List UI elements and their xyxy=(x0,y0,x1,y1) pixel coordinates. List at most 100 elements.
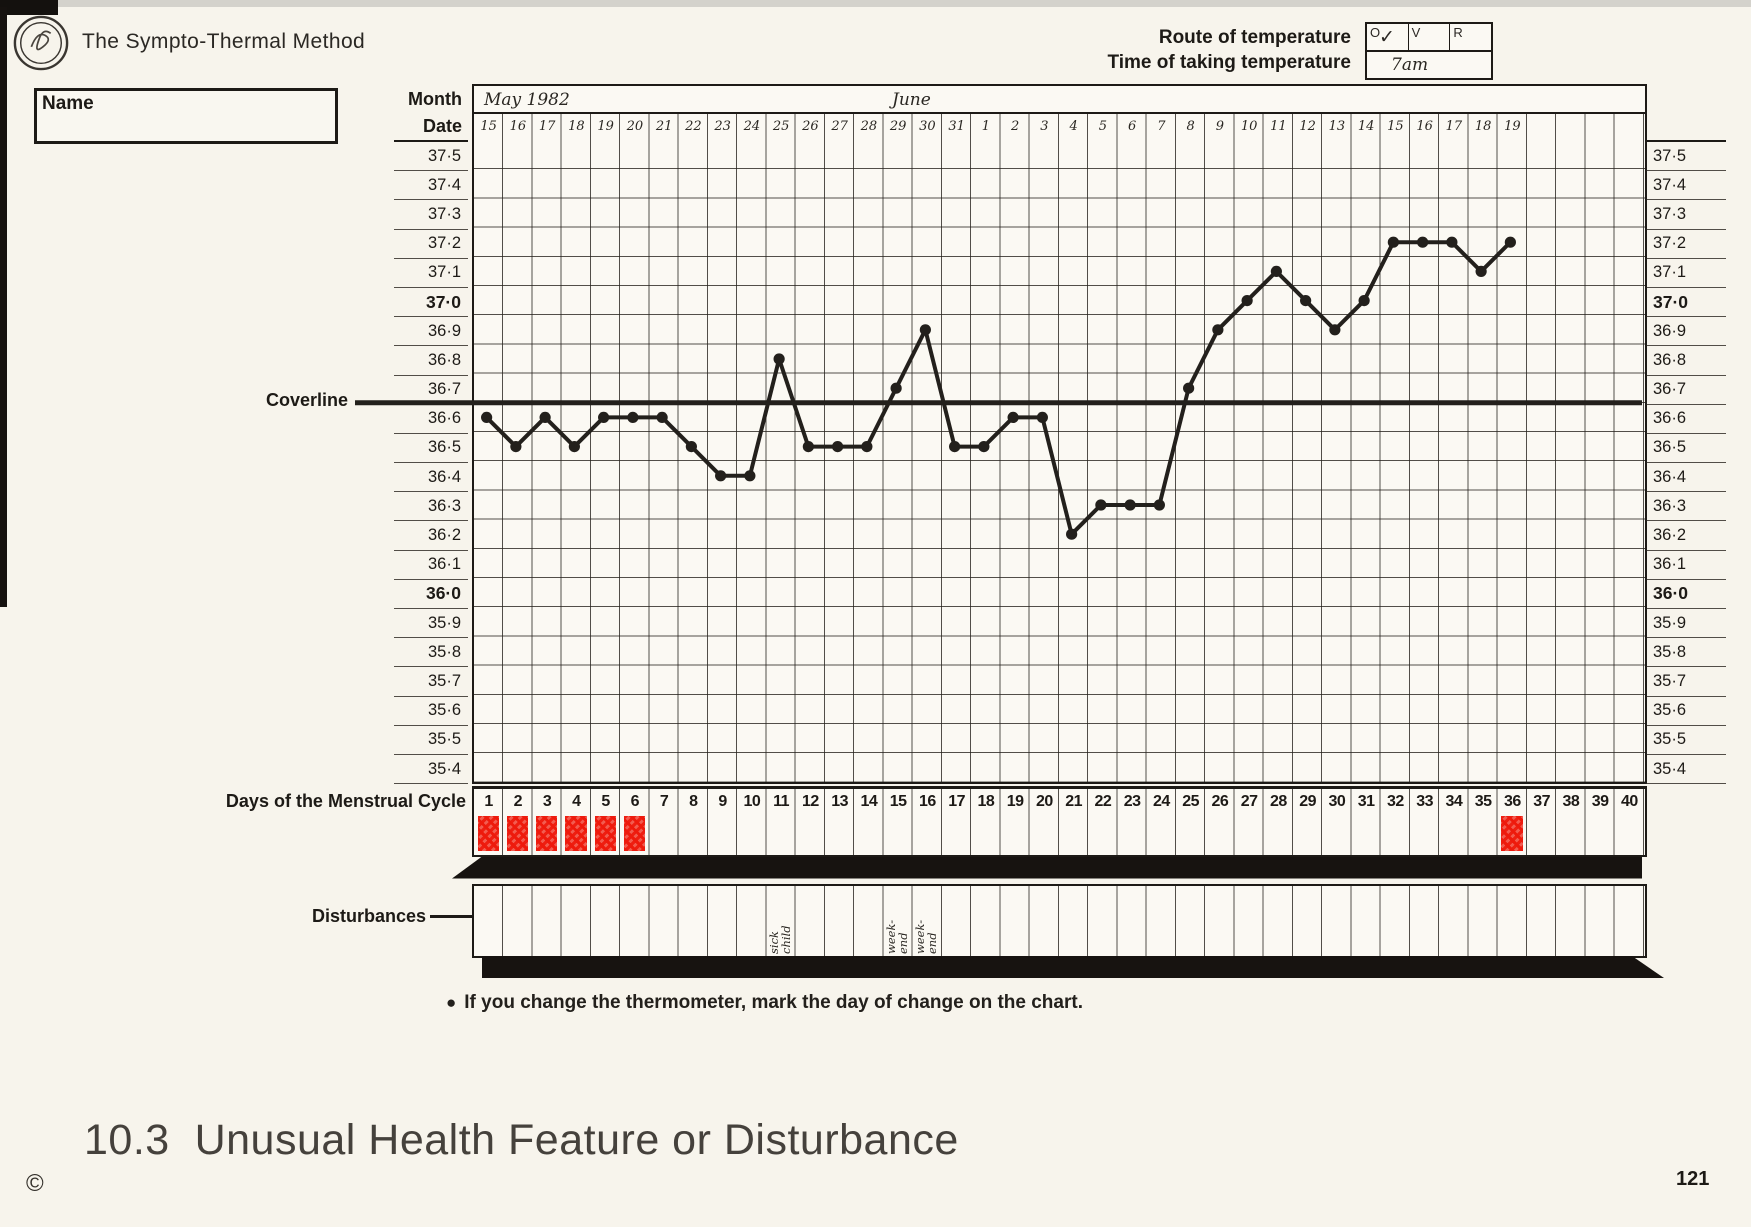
date-cell: 26 xyxy=(802,119,819,134)
y-tick-label: 37·2 xyxy=(394,230,468,259)
y-tick-label: 35·8 xyxy=(1646,638,1726,668)
route-box: O ✓ V R 7am xyxy=(1365,22,1493,80)
date-cell: 18 xyxy=(1474,119,1492,134)
y-tick-label: 35·7 xyxy=(1646,667,1726,697)
menstruation-mark xyxy=(623,816,645,851)
time-value: 7am xyxy=(1391,55,1429,75)
cycle-day-number: 37 xyxy=(1533,793,1551,810)
y-tick-label: 37·0 xyxy=(1646,288,1726,318)
cycle-day-number: 11 xyxy=(773,793,790,810)
scan-corner-mark xyxy=(0,0,58,15)
cycle-day-number: 27 xyxy=(1240,793,1258,810)
y-tick-label: 37·1 xyxy=(1646,259,1726,288)
page-title: The Sympto-Thermal Method xyxy=(82,30,366,53)
y-tick-label: 35·9 xyxy=(1646,609,1726,639)
date-cell: 19 xyxy=(1504,119,1521,134)
date-cell: 5 xyxy=(1098,119,1108,134)
date-cell: 7 xyxy=(1157,119,1166,134)
date-cell: 20 xyxy=(626,119,644,134)
date-cell: 28 xyxy=(860,119,878,134)
section-heading: 10.3 Unusual Health Feature or Disturban… xyxy=(84,1116,959,1164)
cycle-day-number: 7 xyxy=(659,793,669,810)
cycle-row-shadow-bar xyxy=(452,856,1642,879)
scan-edge-strip xyxy=(0,0,1751,7)
y-tick-label: 36·7 xyxy=(1646,376,1726,405)
cycle-day-number: 35 xyxy=(1474,793,1492,810)
y-tick-label: 36·5 xyxy=(394,434,468,464)
date-cell: 11 xyxy=(1270,119,1287,134)
date-cell: 30 xyxy=(919,119,936,134)
y-tick-label: 37·0 xyxy=(394,288,468,318)
month-row: May 1982 June xyxy=(472,84,1647,114)
y-tick-label: 36·5 xyxy=(1646,434,1726,464)
y-tick-label: 36·4 xyxy=(1646,463,1726,493)
date-cell: 18 xyxy=(568,119,585,134)
time-of-taking-temperature-label: Time of taking temperature xyxy=(1107,52,1351,73)
y-tick-label: 36·0 xyxy=(394,580,468,609)
menstruation-mark xyxy=(477,816,499,851)
y-tick-label: 36·2 xyxy=(1646,521,1726,551)
cycle-day-number: 13 xyxy=(831,793,849,810)
y-tick-label: 37·5 xyxy=(394,142,468,172)
y-tick-label: 37·3 xyxy=(1646,200,1726,230)
y-tick-label: 36·1 xyxy=(1646,551,1726,580)
cycle-day-number: 40 xyxy=(1620,793,1638,810)
cycle-day-number: 18 xyxy=(977,793,995,810)
cycle-day-number: 17 xyxy=(948,793,966,810)
y-tick-label: 35·9 xyxy=(394,609,468,639)
cycle-day-number: 9 xyxy=(718,793,727,810)
y-tick-label: 35·4 xyxy=(394,755,468,785)
menstruation-mark xyxy=(506,816,528,851)
cycle-day-number: 21 xyxy=(1065,793,1083,810)
disturbance-entry: week-end xyxy=(913,919,940,954)
date-cell: 14 xyxy=(1357,119,1375,134)
cycle-day-number: 39 xyxy=(1591,793,1609,810)
thermometer-note: ● If you change the thermometer, mark the… xyxy=(446,992,1083,1014)
date-cell: 1 xyxy=(981,119,991,134)
y-tick-label: 36·8 xyxy=(1646,346,1726,376)
cycle-day-number: 19 xyxy=(1006,793,1024,810)
route-option-V: V xyxy=(1409,24,1451,50)
y-tick-label: 36·0 xyxy=(1646,580,1726,609)
cycle-day-number: 23 xyxy=(1123,793,1141,810)
cycle-day-number: 6 xyxy=(630,793,640,810)
y-tick-label: 35·6 xyxy=(394,697,468,726)
cycle-day-number: 14 xyxy=(860,793,878,810)
date-cell: 21 xyxy=(655,119,673,134)
month-value-june: June xyxy=(892,90,931,110)
route-option-O: O ✓ xyxy=(1367,24,1409,50)
y-tick-label: 37·3 xyxy=(394,200,468,230)
date-cell: 13 xyxy=(1328,119,1346,134)
page-number: 121 xyxy=(1676,1168,1710,1190)
menstruation-marks-row xyxy=(472,813,1647,857)
disturbances-row: sick child week-end week-end xyxy=(472,884,1647,958)
cycle-day-number: 10 xyxy=(743,793,761,810)
date-cell: 6 xyxy=(1127,119,1137,134)
disturbance-entry: sick child xyxy=(767,925,794,954)
y-tick-label: 36·6 xyxy=(1646,405,1726,434)
sympto-thermal-logo-icon xyxy=(13,15,69,71)
cycle-day-number: 24 xyxy=(1152,793,1170,810)
menstruation-mark xyxy=(536,816,558,851)
date-cell: 19 xyxy=(597,119,614,134)
cycle-day-number: 4 xyxy=(572,793,581,810)
date-cell: 17 xyxy=(1445,119,1463,134)
date-cell: 29 xyxy=(889,119,907,134)
bullet-icon: ● xyxy=(446,993,457,1012)
date-cell: 15 xyxy=(1387,119,1404,134)
date-cell: 3 xyxy=(1040,119,1049,134)
date-cell: 8 xyxy=(1186,119,1195,134)
y-tick-label: 36·4 xyxy=(394,463,468,493)
date-cell: 24 xyxy=(743,119,761,134)
route-options: O ✓ V R xyxy=(1367,24,1491,52)
menstruation-mark xyxy=(594,816,616,851)
cycle-day-number: 36 xyxy=(1503,793,1521,810)
date-cell: 31 xyxy=(948,119,965,134)
cycle-day-number: 32 xyxy=(1386,793,1404,810)
name-label: Name xyxy=(42,93,94,114)
cycle-day-number: 2 xyxy=(513,793,523,810)
date-cell: 16 xyxy=(509,119,527,134)
date-cell: 16 xyxy=(1416,119,1433,134)
copyright-symbol: © xyxy=(26,1170,44,1197)
